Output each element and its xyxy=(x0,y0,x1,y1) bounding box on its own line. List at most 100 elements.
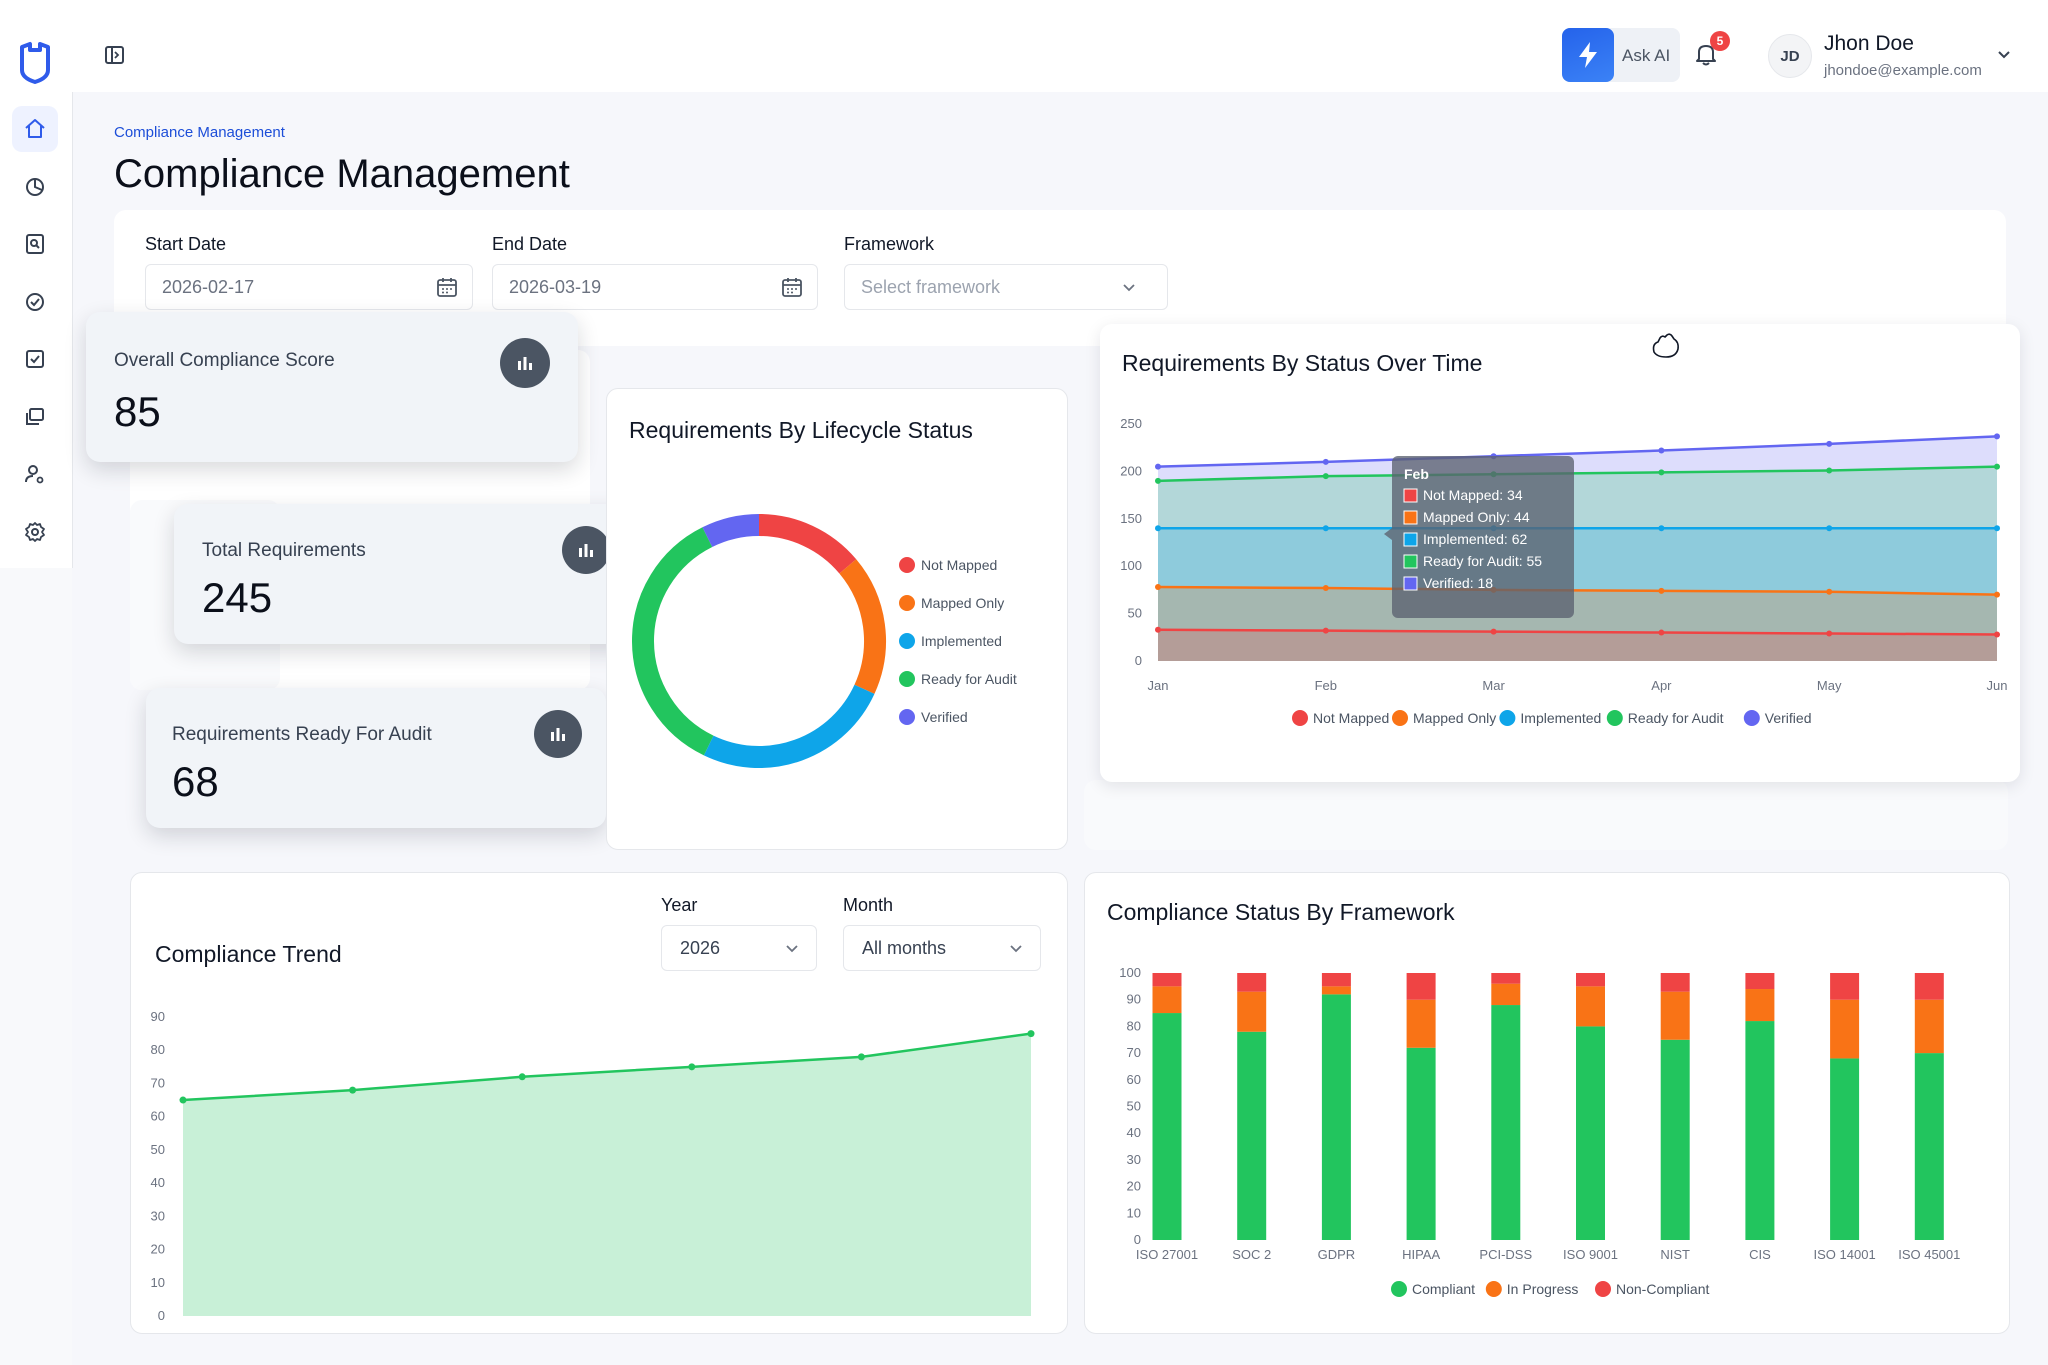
bar-compliant xyxy=(1660,1039,1690,1240)
start-date-label: Start Date xyxy=(145,234,227,254)
legend-marker xyxy=(1292,710,1308,726)
y-tick-label: 20 xyxy=(1127,1179,1141,1194)
total-requirements-label: Total Requirements xyxy=(202,540,366,561)
ready-for-audit-card[interactable]: Requirements Ready For Audit 68 xyxy=(146,688,606,828)
sidebar-item-user-settings[interactable] xyxy=(12,451,58,497)
user-settings-icon xyxy=(25,465,44,484)
data-point xyxy=(1826,440,1833,447)
sidebar-item-home[interactable] xyxy=(12,106,58,152)
bar-chart-icon[interactable] xyxy=(562,526,610,574)
ask-ai-label: Ask AI xyxy=(1622,46,1671,65)
overall-score-value: 85 xyxy=(114,388,161,435)
y-tick-label: 0 xyxy=(158,1308,165,1323)
y-tick-label: 0 xyxy=(1135,653,1142,668)
y-tick-label: 50 xyxy=(1128,606,1142,621)
series-line-not-mapped xyxy=(1157,628,1998,636)
bar-in-progress xyxy=(1745,989,1775,1022)
framework-select[interactable]: Select framework xyxy=(844,264,1168,310)
ask-ai-button[interactable]: Ask AI xyxy=(1562,28,1680,82)
bar-in-progress xyxy=(1914,999,1944,1054)
data-point xyxy=(1658,525,1665,532)
bar-non-compliant xyxy=(1660,973,1690,992)
series-line-verified xyxy=(1157,435,1998,468)
data-point xyxy=(1322,458,1329,465)
bell-icon[interactable] xyxy=(1692,40,1720,68)
data-point xyxy=(1658,447,1665,454)
data-point xyxy=(1490,628,1497,635)
data-point xyxy=(1658,629,1665,636)
trend-point xyxy=(179,1096,187,1104)
bar-in-progress xyxy=(1660,991,1690,1040)
total-requirements-value: 245 xyxy=(202,574,273,621)
ready-for-audit-label: Requirements Ready For Audit xyxy=(172,724,432,745)
file-search-icon xyxy=(26,234,44,254)
area-verified xyxy=(1158,436,1997,661)
legend-marker xyxy=(899,557,915,573)
sidebar-item-layers[interactable] xyxy=(12,394,58,440)
legend-marker xyxy=(1391,1281,1407,1297)
legend-marker xyxy=(1485,1281,1502,1297)
sidebar-item-check-square[interactable] xyxy=(12,336,58,382)
chevron-down-icon[interactable] xyxy=(1996,46,2012,62)
legend-marker xyxy=(1595,1281,1611,1297)
sidebar-item-pie-chart[interactable] xyxy=(12,164,58,210)
bar-compliant xyxy=(1406,1047,1436,1240)
x-tick-label: May xyxy=(1817,678,1842,693)
avatar[interactable]: JD xyxy=(1768,34,1812,78)
donut-slice-implemented xyxy=(703,684,875,768)
tooltip-swatch xyxy=(1403,576,1418,591)
legend-marker xyxy=(899,595,915,611)
page-title: Compliance Management xyxy=(114,152,570,196)
tooltip-line: Verified: 18 xyxy=(1423,575,1493,591)
legend-label: Verified xyxy=(1765,710,1812,726)
y-tick-label: 30 xyxy=(1127,1152,1141,1167)
tooltip-line: Ready for Audit: 55 xyxy=(1423,553,1542,569)
overall-score-card[interactable]: Overall Compliance Score 85 xyxy=(86,312,578,462)
bar-non-compliant xyxy=(1406,973,1436,1000)
bar-in-progress xyxy=(1152,986,1182,1014)
x-tick-label: Jan xyxy=(1148,678,1169,693)
y-tick-label: 90 xyxy=(1127,992,1141,1007)
trend-line xyxy=(182,1032,1032,1102)
data-point xyxy=(1322,627,1329,634)
y-tick-label: 80 xyxy=(151,1042,165,1057)
sidebar-toggle-icon[interactable] xyxy=(104,44,126,66)
y-tick-label: 80 xyxy=(1127,1018,1141,1033)
breadcrumb[interactable]: Compliance Management xyxy=(114,124,285,141)
end-date-input[interactable]: 2026-03-19 xyxy=(492,264,818,310)
check-square-icon xyxy=(26,350,44,368)
y-tick-label: 60 xyxy=(1127,1072,1141,1087)
legend-label: Ready for Audit xyxy=(921,671,1017,687)
bar-in-progress xyxy=(1406,999,1436,1048)
y-tick-label: 40 xyxy=(1127,1125,1141,1140)
chevron-down-icon xyxy=(1010,945,1022,953)
lifecycle-chart-card: Requirements By Lifecycle Status Not Map… xyxy=(606,388,1068,850)
total-requirements-card[interactable]: Total Requirements 245 xyxy=(174,504,636,644)
bar-compliant xyxy=(1830,1058,1860,1240)
year-select[interactable]: 2026 xyxy=(661,925,817,971)
status-over-time-title: Requirements By Status Over Time xyxy=(1122,350,1483,376)
status-over-time-chart: 0 50 100 150 200 250 Jan Feb Mar Apr May Jun Not Map… xyxy=(1120,416,2007,726)
overall-score-label: Overall Compliance Score xyxy=(114,350,335,371)
bar-chart-icon[interactable] xyxy=(500,338,550,388)
lifecycle-donut-chart: Not Mapped Mapped Only Implemented Ready fo… xyxy=(632,514,1017,768)
series-line-ready-for-audit xyxy=(1157,465,1998,483)
bar-compliant xyxy=(1321,994,1351,1240)
y-tick-label: 10 xyxy=(1127,1205,1141,1220)
sidebar-item-check-circle[interactable] xyxy=(12,279,58,325)
start-date-value: 2026-02-17 xyxy=(162,277,255,297)
data-point xyxy=(1826,467,1833,474)
start-date-input[interactable]: 2026-02-17 xyxy=(145,264,473,310)
data-point xyxy=(1994,631,2000,638)
legend-marker xyxy=(1606,710,1623,726)
app-logo-icon[interactable] xyxy=(17,40,53,84)
data-point xyxy=(1826,525,1833,532)
trend-point xyxy=(688,1063,696,1071)
month-select[interactable]: All months xyxy=(843,925,1041,971)
trend-point xyxy=(1027,1030,1035,1038)
lightning-icon xyxy=(1562,28,1614,82)
framework-status-chart: 0 10 20 30 40 50 60 70 80 90 100 ISO 27001 SOC 2 GDPR… xyxy=(1119,965,1960,1297)
sidebar-item-gear[interactable] xyxy=(12,509,58,555)
sidebar-item-file-search[interactable] xyxy=(12,221,58,267)
bar-chart-icon[interactable] xyxy=(534,710,582,758)
